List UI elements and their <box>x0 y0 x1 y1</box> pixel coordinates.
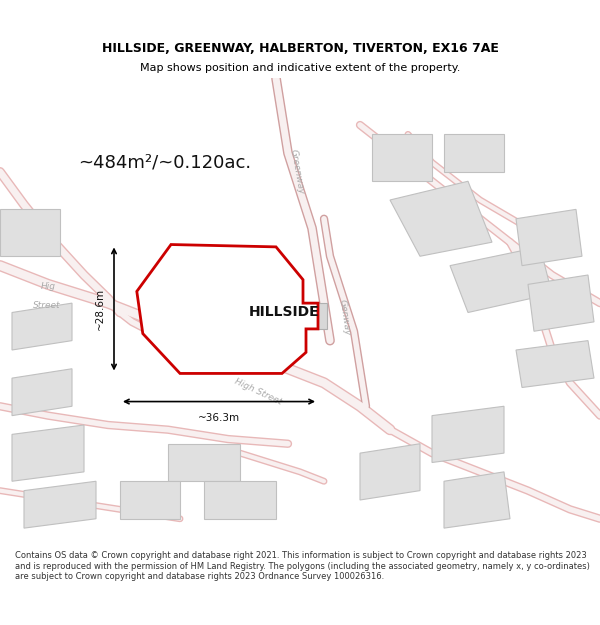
Polygon shape <box>137 244 318 373</box>
Polygon shape <box>372 134 432 181</box>
Text: Genway: Genway <box>338 299 352 336</box>
Text: High Street: High Street <box>233 378 283 407</box>
Polygon shape <box>390 181 492 256</box>
Polygon shape <box>306 303 327 329</box>
Text: HILLSIDE, GREENWAY, HALBERTON, TIVERTON, EX16 7AE: HILLSIDE, GREENWAY, HALBERTON, TIVERTON,… <box>101 41 499 54</box>
Polygon shape <box>528 275 594 331</box>
Text: ~28.6m: ~28.6m <box>95 288 105 330</box>
Text: Greenway: Greenway <box>289 149 305 195</box>
Polygon shape <box>444 134 504 172</box>
Polygon shape <box>0 209 60 256</box>
Text: ~36.3m: ~36.3m <box>198 413 240 423</box>
Text: ~484m²/~0.120ac.: ~484m²/~0.120ac. <box>78 154 251 171</box>
Text: Map shows position and indicative extent of the property.: Map shows position and indicative extent… <box>140 63 460 73</box>
Polygon shape <box>12 303 72 350</box>
Polygon shape <box>12 369 72 416</box>
Text: Street: Street <box>33 301 61 310</box>
Text: Hig: Hig <box>41 282 56 291</box>
Text: HILLSIDE: HILLSIDE <box>249 306 320 319</box>
Polygon shape <box>120 481 180 519</box>
Polygon shape <box>360 444 420 500</box>
Polygon shape <box>516 341 594 388</box>
Polygon shape <box>204 481 276 519</box>
Polygon shape <box>24 481 96 528</box>
Polygon shape <box>516 209 582 266</box>
Polygon shape <box>432 406 504 462</box>
Polygon shape <box>444 472 510 528</box>
Polygon shape <box>168 444 240 481</box>
Polygon shape <box>450 247 552 312</box>
Polygon shape <box>12 425 84 481</box>
Text: Contains OS data © Crown copyright and database right 2021. This information is : Contains OS data © Crown copyright and d… <box>15 551 590 581</box>
